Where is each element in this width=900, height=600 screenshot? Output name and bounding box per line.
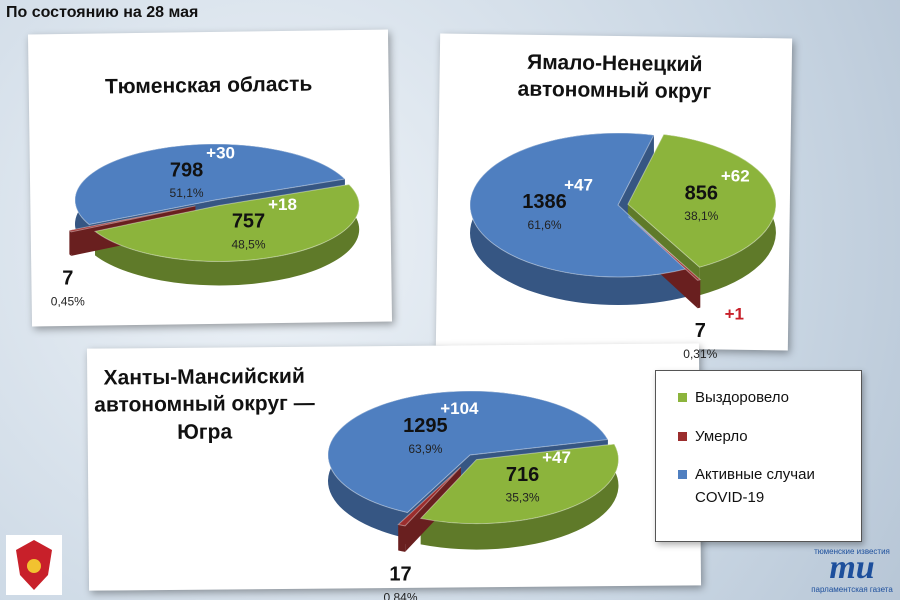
slice-side <box>420 444 619 550</box>
slice <box>627 133 777 268</box>
header: По состоянию на 28 мая <box>6 4 199 21</box>
percentage-label: 61,6% <box>528 218 562 232</box>
slice <box>68 205 196 233</box>
slice-cut <box>618 135 654 233</box>
slice <box>327 390 609 514</box>
logo-bottom: парламентская газета <box>811 585 893 594</box>
value-label: 1386 <box>522 191 567 213</box>
percentage-label: 63,9% <box>408 442 442 456</box>
value-label: 7 <box>62 267 73 289</box>
logo-top: тюменские известия <box>814 547 890 556</box>
increment-label: +1 <box>725 304 744 323</box>
legend: Выздоровело Умерло Активные случаи COVID-1… <box>655 370 862 542</box>
value-label: 757 <box>232 211 265 233</box>
legend-label: Выздоровело <box>695 389 790 406</box>
increment-label: +47 <box>564 175 593 194</box>
percentage-label: 0,31% <box>683 347 717 361</box>
increment-label: +30 <box>206 143 235 162</box>
percentage-label: 35,3% <box>506 491 540 505</box>
slice-side <box>95 184 360 286</box>
value-label: 716 <box>506 464 539 486</box>
increment-label: +62 <box>721 166 750 185</box>
value-label: 17 <box>389 563 411 585</box>
slice-cut <box>398 467 461 551</box>
value-label: 1295 <box>403 415 448 437</box>
legend-item: Умерло <box>678 426 861 449</box>
percentage-label: 0,84% <box>384 590 418 600</box>
increment-label: +47 <box>542 448 571 467</box>
legend-label: Активные случаи COVID-19 <box>695 466 815 506</box>
increment-label: +18 <box>268 195 297 214</box>
legend-item: Активные случаи COVID-19 <box>678 464 861 509</box>
value-label: 798 <box>170 159 203 181</box>
legend-swatch <box>678 393 687 402</box>
value-label: 7 <box>695 320 706 342</box>
slice <box>93 183 360 262</box>
percentage-label: 48,5% <box>231 238 265 252</box>
slice <box>628 216 702 281</box>
value-label: 856 <box>685 182 718 204</box>
percentage-label: 38,1% <box>684 209 718 223</box>
emblem <box>6 535 62 595</box>
legend-swatch <box>678 431 687 441</box>
slice <box>74 143 346 226</box>
legend-item: Выздоровело <box>678 387 861 410</box>
slice <box>469 132 689 278</box>
logo-mark: ти <box>829 549 874 586</box>
percentage-label: 51,1% <box>170 186 204 200</box>
slice <box>397 466 462 527</box>
slice <box>419 443 619 525</box>
legend-swatch <box>678 470 687 479</box>
percentage-label: 0,45% <box>51 294 85 308</box>
increment-label: +104 <box>440 399 479 418</box>
legend-label: Умерло <box>695 427 748 445</box>
